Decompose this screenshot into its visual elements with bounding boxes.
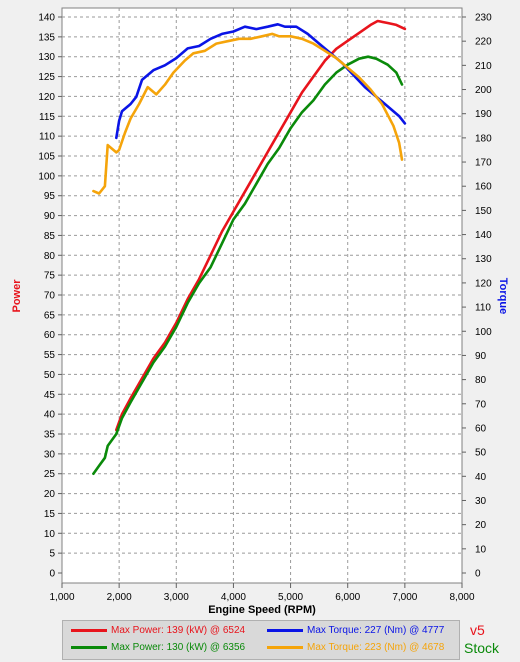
left-tick-label: 5 [49, 549, 55, 560]
right-tick-label: 110 [475, 303, 491, 314]
left-tick-label: 115 [39, 112, 55, 123]
right-axis-title: Torque [497, 278, 509, 314]
x-tick-label: 3,000 [164, 592, 189, 603]
legend: Max Power: 139 (kW) @ 6524 Max Torque: 2… [62, 620, 460, 660]
left-tick-label: 140 [38, 13, 55, 24]
left-tick-label: 25 [44, 469, 56, 480]
left-tick-label: 95 [44, 191, 56, 202]
x-tick-label: 8,000 [449, 592, 474, 603]
right-tick-label: 210 [475, 61, 492, 72]
legend-label: Max Torque: 227 (Nm) @ 4777 [307, 625, 445, 636]
right-tick-label: 90 [475, 351, 487, 362]
left-tick-label: 70 [44, 291, 56, 302]
legend-swatch [71, 629, 107, 632]
x-tick-label: 7,000 [392, 592, 417, 603]
legend-swatch [71, 646, 107, 649]
left-tick-label: 40 [44, 410, 56, 421]
x-tick-label: 2,000 [107, 592, 132, 603]
series-line-3 [115, 22, 407, 140]
right-tick-label: 130 [475, 254, 492, 265]
series-line-2 [92, 55, 404, 476]
right-tick-label: 230 [475, 13, 492, 24]
left-tick-label: 90 [44, 211, 56, 222]
right-tick-label: 170 [475, 158, 492, 169]
left-tick-label: 60 [44, 330, 56, 341]
right-tick-label: 200 [475, 85, 492, 96]
left-tick-label: 35 [44, 430, 56, 441]
legend-entry-torque-stock: Max Torque: 223 (Nm) @ 4678 [267, 642, 444, 653]
right-tick-label: 120 [475, 278, 492, 289]
left-tick-label: 55 [44, 350, 56, 361]
x-tick-label: 4,000 [221, 592, 246, 603]
left-tick-label: 105 [38, 152, 55, 163]
right-tick-label: 70 [475, 399, 487, 410]
right-tick-label: 50 [475, 448, 487, 459]
legend-swatch [267, 629, 303, 632]
run-label-stock: Stock [464, 640, 500, 656]
right-tick-label: 160 [475, 182, 492, 193]
left-tick-label: 45 [44, 390, 56, 401]
x-axis-title: Engine Speed (RPM) [208, 604, 316, 616]
right-tick-label: 180 [475, 133, 492, 144]
series-lines [92, 19, 407, 476]
x-axis-ticks: 1,000 2,000 3,000 4,000 5,000 6,000 7,000 8,000 [49, 583, 475, 603]
right-tick-label: 30 [475, 496, 487, 507]
left-tick-label: 135 [38, 32, 55, 43]
legend-swatch [267, 646, 303, 649]
left-tick-label: 130 [38, 52, 55, 63]
x-tick-label: 1,000 [49, 592, 74, 603]
left-tick-label: 15 [44, 509, 56, 520]
x-tick-label: 5,000 [278, 592, 303, 603]
legend-label: Max Power: 139 (kW) @ 6524 [111, 625, 246, 636]
left-tick-label: 20 [44, 489, 56, 500]
legend-label: Max Power: 130 (kW) @ 6356 [111, 642, 246, 653]
left-tick-label: 30 [44, 449, 56, 460]
right-tick-label: 10 [475, 544, 487, 555]
legend-entry-torque-v5: Max Torque: 227 (Nm) @ 4777 [267, 625, 444, 636]
right-tick-label: 220 [475, 37, 492, 48]
left-tick-label: 10 [44, 529, 56, 540]
right-tick-label: 80 [475, 375, 487, 386]
legend-label: Max Torque: 223 (Nm) @ 4678 [307, 642, 445, 653]
left-tick-label: 50 [44, 370, 56, 381]
right-tick-label: 190 [475, 109, 492, 120]
right-tick-label: 60 [475, 423, 487, 434]
right-tick-label: 140 [475, 230, 492, 241]
run-label-v5: v5 [470, 622, 485, 638]
right-tick-label: 0 [475, 569, 481, 580]
left-tick-label: 65 [44, 310, 56, 321]
legend-entry-power-v5: Max Power: 139 (kW) @ 6524 [71, 625, 245, 636]
right-tick-label: 150 [475, 206, 492, 217]
right-tick-label: 40 [475, 472, 487, 483]
left-tick-label: 100 [38, 171, 55, 182]
left-tick-label: 110 [39, 132, 55, 143]
left-tick-label: 80 [44, 251, 56, 262]
legend-entry-power-stock: Max Power: 130 (kW) @ 6356 [71, 642, 245, 653]
right-tick-label: 100 [475, 327, 492, 338]
right-axis-ticks: 0 10 20 30 40 50 60 70 80 90 100 110 120 130 140 150 160… [462, 13, 492, 580]
left-tick-label: 120 [38, 92, 55, 103]
left-tick-label: 125 [38, 72, 55, 83]
series-line-4 [92, 32, 404, 195]
dyno-chart: 0 5 10 15 20 25 30 35 40 45 50 55 60 65 70 75 80 85 90 95 10… [11, 7, 509, 616]
left-tick-label: 75 [44, 271, 56, 282]
right-tick-label: 20 [475, 520, 487, 531]
x-tick-label: 6,000 [335, 592, 360, 603]
left-axis-ticks: 0 5 10 15 20 25 30 35 40 45 50 55 60 65 70 75 80 85 90 95 10… [38, 13, 62, 580]
series-line-1 [115, 19, 407, 432]
left-tick-label: 85 [44, 231, 56, 242]
left-axis-title: Power [11, 279, 23, 313]
left-tick-label: 0 [49, 569, 55, 580]
